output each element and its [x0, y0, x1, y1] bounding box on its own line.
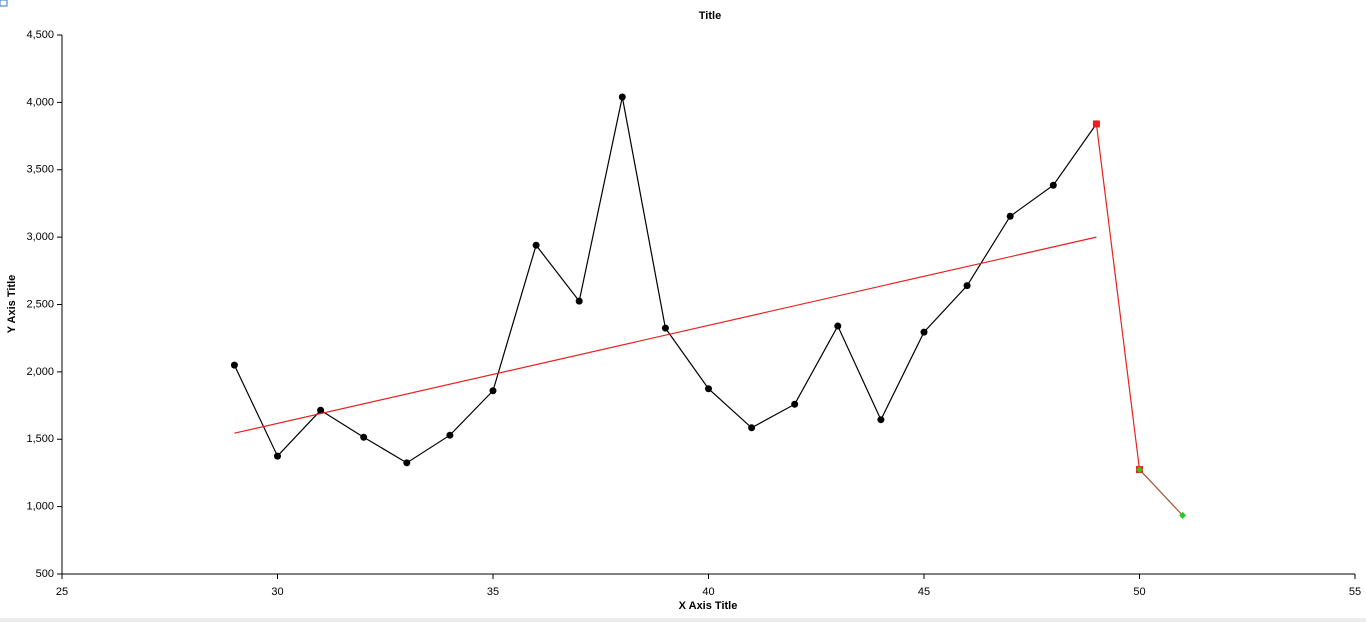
- y-tick-label: 4,000: [26, 96, 54, 108]
- point: [748, 424, 756, 432]
- point: [1136, 466, 1143, 474]
- x-tick-label: 30: [271, 586, 283, 598]
- y-tick-label: 2,000: [26, 366, 54, 378]
- x-tick-label: 55: [1349, 586, 1361, 598]
- point: [705, 385, 712, 393]
- point: [791, 400, 799, 408]
- point: [1179, 511, 1187, 519]
- y-tick-label: 1,500: [26, 433, 54, 445]
- point: [575, 297, 583, 305]
- point: [403, 459, 411, 467]
- y-tick-label: 3,000: [26, 231, 54, 243]
- point: [1049, 181, 1057, 189]
- x-tick-label: 35: [487, 586, 499, 598]
- y-tick-label: 4,500: [26, 29, 54, 41]
- x-tick-label: 40: [702, 586, 714, 598]
- point: [661, 324, 669, 332]
- point: [963, 282, 971, 290]
- point: [230, 361, 238, 369]
- point: [1006, 212, 1014, 220]
- x-tick-label: 50: [1133, 586, 1145, 598]
- point: [834, 322, 842, 330]
- y-tick-label: 1,000: [26, 501, 54, 513]
- point: [489, 387, 497, 395]
- point: [618, 93, 626, 101]
- x-tick-label: 45: [918, 586, 930, 598]
- corner-icon: [0, 0, 8, 7]
- point: [446, 431, 454, 439]
- point: [1092, 120, 1100, 128]
- series-line: [233, 96, 1097, 464]
- series-line: [1139, 469, 1184, 516]
- x-tick-label: 25: [56, 586, 68, 598]
- x-axis-title: X Axis Title: [679, 600, 738, 612]
- point: [877, 416, 885, 424]
- status-strip: [0, 618, 1366, 622]
- point: [274, 452, 281, 460]
- y-tick-label: 500: [36, 568, 54, 580]
- y-axis-title: Y Axis Title: [6, 275, 18, 334]
- y-tick-label: 2,500: [26, 298, 54, 310]
- series-line: [1095, 123, 1141, 470]
- point: [360, 433, 368, 441]
- point: [920, 328, 928, 336]
- y-tick-label: 3,500: [26, 164, 54, 176]
- chart-title: Title: [699, 10, 721, 22]
- point: [317, 406, 325, 414]
- point: [532, 241, 540, 249]
- series-line: [234, 236, 1097, 434]
